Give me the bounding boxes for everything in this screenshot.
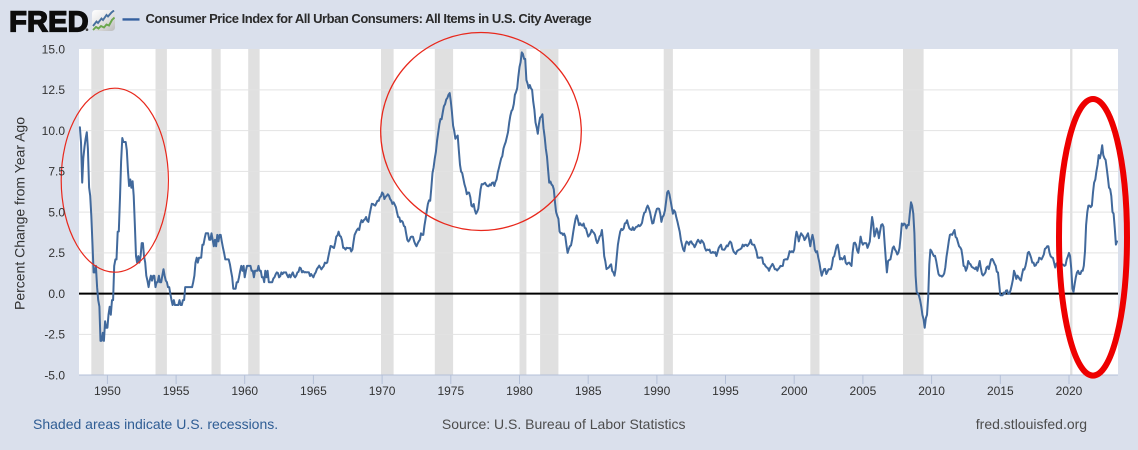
svg-text:15.0: 15.0 [42, 42, 66, 56]
svg-text:2015: 2015 [987, 384, 1014, 398]
svg-text:7.5: 7.5 [48, 165, 65, 179]
svg-text:1980: 1980 [506, 384, 533, 398]
svg-text:Shaded areas indicate U.S. rec: Shaded areas indicate U.S. recessions. [33, 416, 278, 432]
svg-text:2020: 2020 [1056, 384, 1083, 398]
svg-text:2000: 2000 [781, 384, 808, 398]
svg-text:-2.5: -2.5 [44, 328, 65, 342]
svg-text:1965: 1965 [300, 384, 327, 398]
svg-text:5.0: 5.0 [48, 205, 65, 219]
svg-text:0.0: 0.0 [48, 287, 65, 301]
svg-text:1985: 1985 [575, 384, 602, 398]
svg-text:1990: 1990 [644, 384, 671, 398]
svg-text:-5.0: -5.0 [44, 368, 65, 382]
svg-text:fred.stlouisfed.org: fred.stlouisfed.org [976, 416, 1087, 432]
svg-text:2.5: 2.5 [48, 246, 65, 260]
svg-text:10.0: 10.0 [42, 124, 66, 138]
svg-text:1960: 1960 [231, 384, 258, 398]
svg-text:1950: 1950 [94, 384, 121, 398]
svg-text:2005: 2005 [850, 384, 877, 398]
svg-text:1995: 1995 [712, 384, 739, 398]
svg-text:1955: 1955 [163, 384, 190, 398]
svg-text:Consumer Price Index for All U: Consumer Price Index for All Urban Consu… [146, 11, 592, 26]
svg-text:12.5: 12.5 [42, 83, 66, 97]
svg-text:Source: U.S. Bureau of Labor S: Source: U.S. Bureau of Labor Statistics [442, 416, 686, 432]
svg-text:1970: 1970 [369, 384, 396, 398]
svg-text:2010: 2010 [918, 384, 945, 398]
svg-text:1975: 1975 [437, 384, 464, 398]
svg-text:Percent Change from Year Ago: Percent Change from Year Ago [12, 117, 28, 310]
